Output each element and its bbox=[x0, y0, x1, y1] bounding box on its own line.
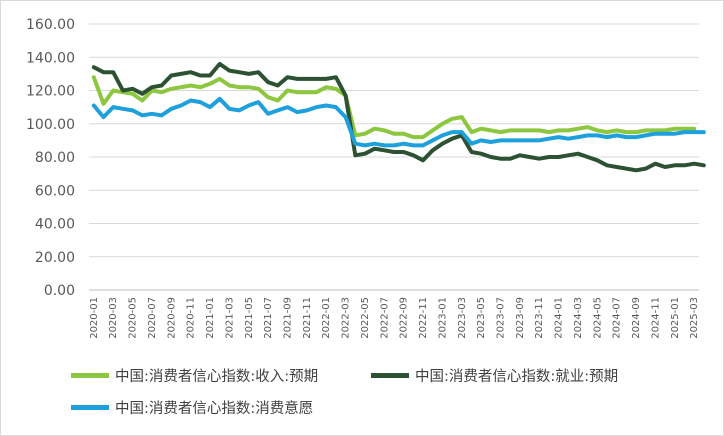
y-tick-label: 60.00 bbox=[35, 183, 75, 199]
x-tick-label: 2021-07 bbox=[263, 297, 274, 339]
x-tick-label: 2022-05 bbox=[360, 297, 371, 339]
legend-item-income-expectation: 中国:消费者信心指数:收入:预期 bbox=[71, 365, 318, 386]
x-tick-label: 2020-05 bbox=[128, 297, 139, 339]
y-tick-label: 80.00 bbox=[35, 150, 75, 166]
x-tick-label: 2024-01 bbox=[554, 297, 565, 339]
y-tick-label: 100.00 bbox=[26, 117, 75, 133]
x-tick-label: 2022-03 bbox=[341, 297, 352, 339]
x-tick-label: 2021-05 bbox=[244, 297, 255, 339]
x-tick-label: 2021-01 bbox=[205, 297, 216, 339]
x-tick-label: 2021-11 bbox=[302, 297, 313, 339]
x-tick-label: 2022-01 bbox=[321, 297, 332, 339]
legend-item-employment-expectation: 中国:消费者信心指数:就业:预期 bbox=[371, 365, 618, 386]
x-tick-label: 2020-11 bbox=[186, 297, 197, 339]
legend-label-income: 中国:消费者信心指数:收入:预期 bbox=[115, 369, 319, 385]
x-tick-label: 2024-11 bbox=[650, 297, 661, 339]
x-tick-label: 2023-03 bbox=[457, 297, 468, 339]
series-line-consumption-willingness bbox=[91, 96, 706, 148]
x-tick-label: 2020-09 bbox=[166, 297, 177, 339]
x-tick-label: 2022-09 bbox=[399, 297, 410, 339]
x-tick-label: 2023-09 bbox=[515, 297, 526, 339]
x-tick-label: 2024-07 bbox=[612, 297, 623, 339]
legend-swatch-income bbox=[71, 373, 109, 378]
x-tick-label: 2024-09 bbox=[631, 297, 642, 339]
line-chart: 0.00 20.00 40.00 60.00 80.00 100.00 120.00 140.… bbox=[26, 17, 706, 339]
x-tick-label: 2021-03 bbox=[224, 297, 235, 339]
series-line-employment-expectation bbox=[91, 61, 706, 173]
x-tick-label: 2025-03 bbox=[689, 297, 700, 339]
x-tick-label: 2022-11 bbox=[418, 297, 429, 339]
legend-label-consumption: 中国:消费者信心指数:消费意愿 bbox=[115, 401, 314, 417]
y-tick-label: 20.00 bbox=[35, 250, 75, 266]
x-tick-label: 2020-01 bbox=[89, 297, 100, 339]
x-tick-label: 2024-03 bbox=[573, 297, 584, 339]
legend-item-consumption-willingness: 中国:消费者信心指数:消费意愿 bbox=[71, 397, 313, 418]
x-tick-label: 2023-01 bbox=[437, 297, 448, 339]
x-tick-label: 2023-07 bbox=[496, 297, 507, 339]
x-tick-label: 2024-05 bbox=[592, 297, 603, 339]
series-line-income-expectation bbox=[91, 75, 697, 140]
y-tick-label: 40.00 bbox=[35, 217, 75, 233]
y-tick-label: 140.00 bbox=[26, 50, 75, 66]
legend-swatch-consumption bbox=[71, 405, 109, 410]
legend-label-employment: 中国:消费者信心指数:就业:预期 bbox=[415, 369, 619, 385]
y-tick-label: 160.00 bbox=[26, 17, 75, 33]
x-tick-label: 2022-07 bbox=[379, 297, 390, 339]
x-tick-label: 2020-07 bbox=[147, 297, 158, 339]
y-tick-label: 0.00 bbox=[44, 283, 75, 299]
x-tick-label: 2021-09 bbox=[282, 297, 293, 339]
x-tick-label: 2025-01 bbox=[670, 297, 681, 339]
x-tick-label: 2023-11 bbox=[534, 297, 545, 339]
x-tick-label: 2023-05 bbox=[476, 297, 487, 339]
x-tick-label: 2020-03 bbox=[108, 297, 119, 339]
legend-swatch-employment bbox=[371, 373, 409, 378]
y-tick-label: 120.00 bbox=[26, 84, 75, 100]
